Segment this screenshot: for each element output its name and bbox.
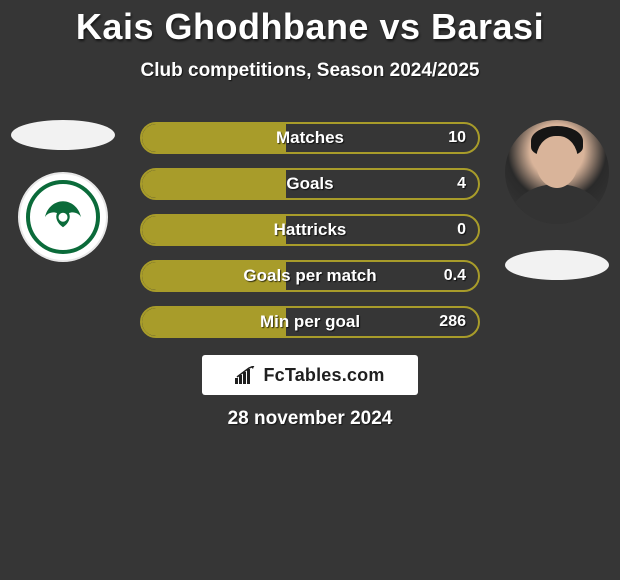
left-player-column xyxy=(8,120,118,262)
right-blank-ellipse xyxy=(505,250,609,280)
stat-label: Goals xyxy=(142,170,478,198)
stat-row: Matches10 xyxy=(140,122,480,154)
stat-value: 0.4 xyxy=(444,262,466,290)
player-face xyxy=(536,136,578,188)
left-blank-ellipse xyxy=(11,120,115,150)
page-subtitle: Club competitions, Season 2024/2025 xyxy=(0,60,620,82)
team-logo xyxy=(18,172,108,262)
stat-label: Hattricks xyxy=(142,216,478,244)
right-player-column xyxy=(502,120,612,280)
stat-label: Goals per match xyxy=(142,262,478,290)
stat-value: 0 xyxy=(457,216,466,244)
stat-row: Min per goal286 xyxy=(140,306,480,338)
stat-row: Goals4 xyxy=(140,168,480,200)
stat-row: Hattricks0 xyxy=(140,214,480,246)
player-shirt xyxy=(507,184,607,224)
player-photo xyxy=(505,120,609,224)
stat-row: Goals per match0.4 xyxy=(140,260,480,292)
stat-value: 286 xyxy=(439,308,466,336)
brand-box: FcTables.com xyxy=(202,355,418,395)
stat-value: 10 xyxy=(448,124,466,152)
stat-value: 4 xyxy=(457,170,466,198)
stats-block: Matches10 Goals4 Hattricks0 Goals per match… xyxy=(140,122,480,352)
stat-label: Matches xyxy=(142,124,478,152)
brand-text: FcTables.com xyxy=(263,365,384,386)
chart-icon xyxy=(235,366,257,384)
eagle-icon xyxy=(41,197,85,233)
stat-label: Min per goal xyxy=(142,308,478,336)
comparison-card: Kais Ghodhbane vs Barasi Club competitio… xyxy=(0,0,620,580)
footer-date: 28 november 2024 xyxy=(0,408,620,430)
page-title: Kais Ghodhbane vs Barasi xyxy=(0,0,620,48)
